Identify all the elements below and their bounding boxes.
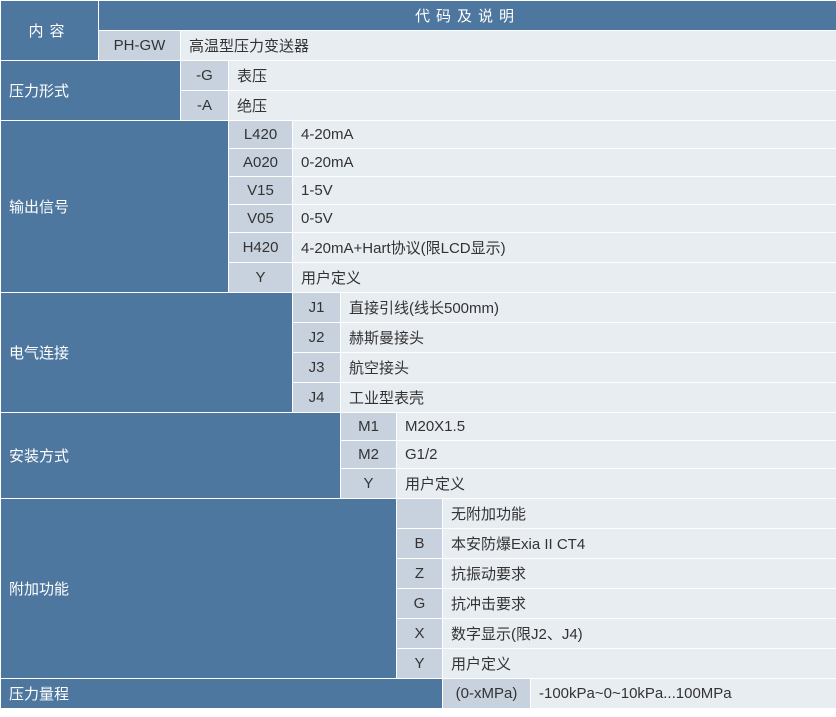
code-cell: V15 — [229, 177, 293, 205]
code-cell: -G — [181, 61, 229, 91]
desc-cell: 用户定义 — [397, 469, 836, 499]
spec-table: 内容 代码及说明 PH-GW 高温型压力变送器 压力形式 -G 表压 -A 绝压… — [0, 0, 836, 709]
section-label: 附加功能 — [1, 499, 397, 679]
desc-cell: 工业型表壳 — [341, 383, 836, 413]
desc-cell: -100kPa~0~10kPa...100MPa — [531, 679, 836, 709]
code-cell: L420 — [229, 121, 293, 149]
desc-cell: G1/2 — [397, 441, 836, 469]
code-cell: Y — [397, 649, 443, 679]
code-cell: X — [397, 619, 443, 649]
section-label: 压力形式 — [1, 61, 181, 121]
desc-cell: M20X1.5 — [397, 413, 836, 441]
code-cell: M2 — [341, 441, 397, 469]
desc-cell: 抗振动要求 — [443, 559, 836, 589]
code-cell: Y — [341, 469, 397, 499]
desc-cell: 高温型压力变送器 — [181, 31, 836, 61]
code-cell: M1 — [341, 413, 397, 441]
desc-cell: 数字显示(限J2、J4) — [443, 619, 836, 649]
desc-cell: 绝压 — [229, 91, 836, 121]
code-cell: J3 — [293, 353, 341, 383]
code-cell: A020 — [229, 149, 293, 177]
desc-cell: 抗冲击要求 — [443, 589, 836, 619]
code-cell: J4 — [293, 383, 341, 413]
header-codes-desc: 代码及说明 — [99, 1, 836, 31]
desc-cell: 航空接头 — [341, 353, 836, 383]
code-cell — [397, 499, 443, 529]
code-cell: (0-xMPa) — [443, 679, 531, 709]
desc-cell: 4-20mA — [293, 121, 836, 149]
code-cell: Z — [397, 559, 443, 589]
code-cell: Y — [229, 263, 293, 293]
desc-cell: 表压 — [229, 61, 836, 91]
code-cell: H420 — [229, 233, 293, 263]
code-cell: G — [397, 589, 443, 619]
section-label: 输出信号 — [1, 121, 229, 293]
desc-cell: 本安防爆Exia II CT4 — [443, 529, 836, 559]
code-cell: V05 — [229, 205, 293, 233]
code-cell: PH-GW — [99, 31, 181, 61]
code-cell: B — [397, 529, 443, 559]
desc-cell: 0-5V — [293, 205, 836, 233]
desc-cell: 直接引线(线长500mm) — [341, 293, 836, 323]
desc-cell: 用户定义 — [443, 649, 836, 679]
section-label: 电气连接 — [1, 293, 293, 413]
code-cell: J2 — [293, 323, 341, 353]
code-cell: -A — [181, 91, 229, 121]
header-content: 内容 — [1, 1, 99, 61]
desc-cell: 0-20mA — [293, 149, 836, 177]
desc-cell: 赫斯曼接头 — [341, 323, 836, 353]
section-label: 安装方式 — [1, 413, 341, 499]
code-cell: J1 — [293, 293, 341, 323]
desc-cell: 4-20mA+Hart协议(限LCD显示) — [293, 233, 836, 263]
desc-cell: 1-5V — [293, 177, 836, 205]
desc-cell: 无附加功能 — [443, 499, 836, 529]
desc-cell: 用户定义 — [293, 263, 836, 293]
section-label: 压力量程 — [1, 679, 443, 709]
